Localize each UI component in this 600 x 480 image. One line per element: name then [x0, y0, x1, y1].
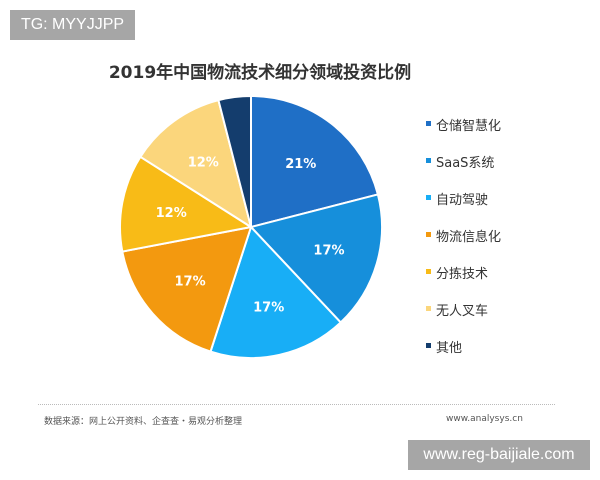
legend-label: 分拣技术: [436, 267, 489, 282]
slice-label: 12%: [156, 206, 187, 221]
legend-swatch: [426, 269, 431, 274]
pie-slice: [139, 98, 253, 230]
slice-label: 17%: [253, 300, 284, 315]
legend-swatch: [426, 306, 431, 311]
legend-label: 仓储智慧化: [436, 119, 502, 134]
pie-slice: [119, 155, 254, 253]
tg-badge: TG: MYYJJPP: [10, 10, 135, 40]
source-note: 数据来源：网上公开资料、企查查・易观分析整理: [44, 417, 243, 427]
pie-slice: [250, 94, 380, 229]
pie-slice: [217, 94, 252, 228]
legend-swatch: [426, 158, 431, 163]
legend-item: 无人叉车: [426, 300, 501, 337]
slice-label: 17%: [313, 244, 344, 259]
slice-label: 12%: [188, 155, 219, 170]
pie-slice: [249, 193, 383, 324]
pie-slice: [121, 225, 253, 353]
divider: [38, 404, 555, 405]
chart-title: 2019年中国物流技术细分领域投资比例: [108, 63, 412, 83]
slice-label: 17%: [175, 275, 206, 290]
legend-label: 自动驾驶: [436, 193, 489, 208]
legend-item: 自动驾驶: [426, 189, 501, 226]
site-badge: www.reg-baijiale.com: [408, 440, 590, 470]
slice-label: 21%: [285, 157, 316, 172]
pie-slice: [209, 225, 343, 359]
legend-item: 物流信息化: [426, 226, 501, 263]
legend-swatch: [426, 121, 431, 126]
legend-item: SaaS系统: [426, 152, 501, 189]
legend-item: 分拣技术: [426, 263, 501, 300]
legend-item: 仓储智慧化: [426, 115, 501, 152]
source-url: www.analysys.cn: [446, 414, 523, 424]
legend-label: SaaS系统: [436, 156, 495, 171]
legend-swatch: [426, 232, 431, 237]
legend-item: 其他: [426, 337, 501, 374]
legend: 仓储智慧化 SaaS系统 自动驾驶物流信息化分拣技术无人叉车其他: [426, 115, 501, 374]
legend-swatch: [426, 195, 431, 200]
legend-swatch: [426, 343, 431, 348]
legend-label: 其他: [436, 341, 463, 356]
legend-label: 物流信息化: [436, 230, 502, 245]
legend-label: 无人叉车: [436, 304, 489, 319]
